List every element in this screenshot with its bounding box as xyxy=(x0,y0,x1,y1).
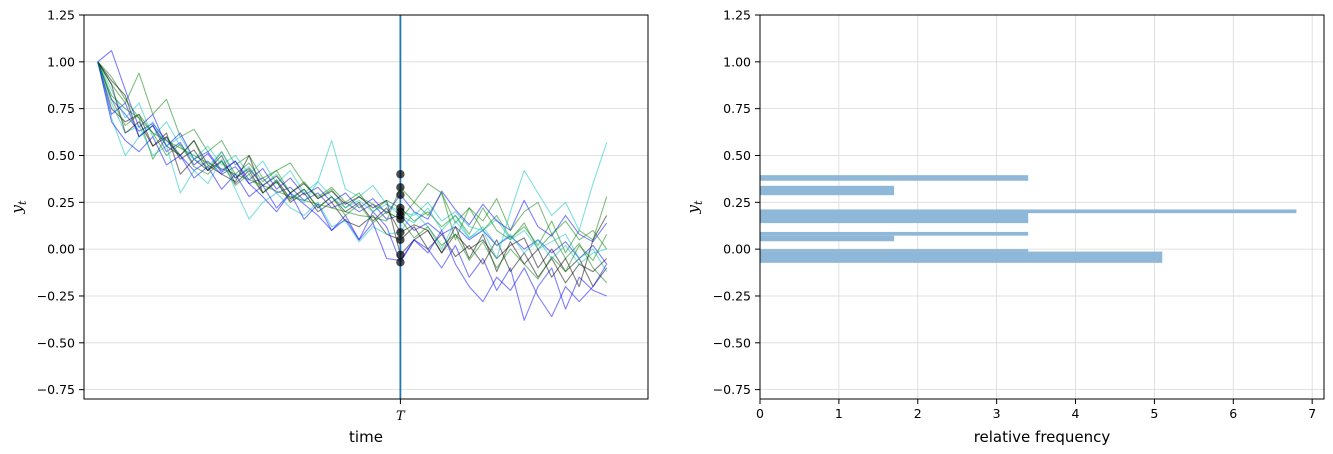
right-y-tick-label: 0.50 xyxy=(723,148,751,163)
sample-path-line xyxy=(97,61,608,280)
left-y-ticks: 1.25 1.00 0.75 0.50 0.25 0.00 −0.25 −0.50 −0.75 xyxy=(37,8,84,397)
left-y-tick-label: −0.75 xyxy=(37,382,75,397)
histogram-bar xyxy=(760,251,1163,263)
right-x-tick-label: 5 xyxy=(1150,406,1158,421)
sample-path-line xyxy=(97,61,608,260)
histogram-bar xyxy=(760,211,1029,224)
right-axes-frame xyxy=(759,14,1325,400)
sample-path-line xyxy=(97,61,608,288)
right-y-tick-label: 0.00 xyxy=(723,242,751,257)
endpoint-marker xyxy=(396,235,405,244)
histogram-bars xyxy=(760,175,1297,263)
sample-path-line xyxy=(97,61,608,284)
endpoint-marker xyxy=(396,170,405,179)
sample-path-line xyxy=(97,61,608,284)
left-y-tick-label: 0.00 xyxy=(47,242,75,257)
right-y-tick-label: 1.00 xyxy=(723,54,751,69)
sample-path-line xyxy=(97,61,607,265)
left-x-axis-label: time xyxy=(349,428,383,446)
left-y-tick-label: 0.50 xyxy=(47,148,75,163)
left-y-tick-label: 0.75 xyxy=(47,101,75,116)
histogram-bar xyxy=(760,235,895,242)
t-tick-label: T xyxy=(396,409,406,424)
right-x-ticks: 0 1 2 3 4 5 6 7 xyxy=(756,399,1316,421)
svg-text:yt: yt xyxy=(8,200,29,214)
right-x-tick-label: 0 xyxy=(756,406,764,421)
svg-text:yt: yt xyxy=(684,200,705,214)
right-x-axis-label: relative frequency xyxy=(974,428,1111,446)
sample-path-line xyxy=(97,61,608,318)
right-x-tick-label: 3 xyxy=(993,406,1001,421)
left-y-axis-label: yt xyxy=(8,200,29,214)
right-y-tick-label: −0.25 xyxy=(713,288,751,303)
left-y-tick-label: 1.25 xyxy=(47,8,75,23)
right-y-tick-label: −0.75 xyxy=(713,382,751,397)
endpoint-marker xyxy=(396,190,405,200)
sample-path-line xyxy=(97,50,607,321)
right-x-tick-label: 6 xyxy=(1229,406,1237,421)
histogram-bar xyxy=(760,231,1029,236)
right-y-ticks: 1.25 1.00 0.75 0.50 0.25 0.00 −0.25 −0.50 −0.75 xyxy=(713,8,760,397)
right-x-tick-label: 4 xyxy=(1072,406,1080,421)
right-y-axis-label: yt xyxy=(684,200,705,214)
right-y-tick-label: 1.25 xyxy=(723,8,751,23)
sample-path-line xyxy=(97,61,608,288)
left-y-tick-label: −0.25 xyxy=(37,288,75,303)
histogram-bar xyxy=(760,185,895,196)
endpoint-marker xyxy=(396,183,405,192)
right-y-tick-label: 0.75 xyxy=(723,101,751,116)
histogram-bar xyxy=(760,249,1029,252)
right-y-tick-label: 0.25 xyxy=(723,195,751,210)
endpoint-marker xyxy=(396,258,405,267)
left-axes-frame xyxy=(83,14,649,400)
histogram-chart: 1.251.000.750.500.250.00−0.25−0.50−0.75 … xyxy=(684,8,1325,446)
right-x-tick-label: 7 xyxy=(1308,406,1316,421)
right-x-tick-label: 1 xyxy=(835,406,843,421)
right-plot-area xyxy=(760,15,1324,399)
endpoint-marker xyxy=(396,214,405,224)
sample-path-line xyxy=(97,61,608,250)
left-plot-area xyxy=(84,15,648,399)
right-x-tick-label: 2 xyxy=(914,406,922,421)
sample-paths-chart: 1.251.000.750.500.250.00−0.25−0.50−0.75 … xyxy=(8,8,649,446)
endpoint-marker xyxy=(396,228,405,237)
left-x-tick: T xyxy=(396,399,406,424)
sample-paths xyxy=(97,50,608,321)
histogram-bar xyxy=(760,209,1297,214)
left-y-tick-label: 0.25 xyxy=(47,195,75,210)
left-y-tick-label: 1.00 xyxy=(47,54,75,69)
endpoint-markers xyxy=(396,170,405,267)
right-y-tick-label: −0.50 xyxy=(713,335,751,350)
left-y-tick-label: −0.50 xyxy=(37,335,75,350)
histogram-bar xyxy=(760,175,1029,181)
endpoint-marker xyxy=(396,250,405,259)
